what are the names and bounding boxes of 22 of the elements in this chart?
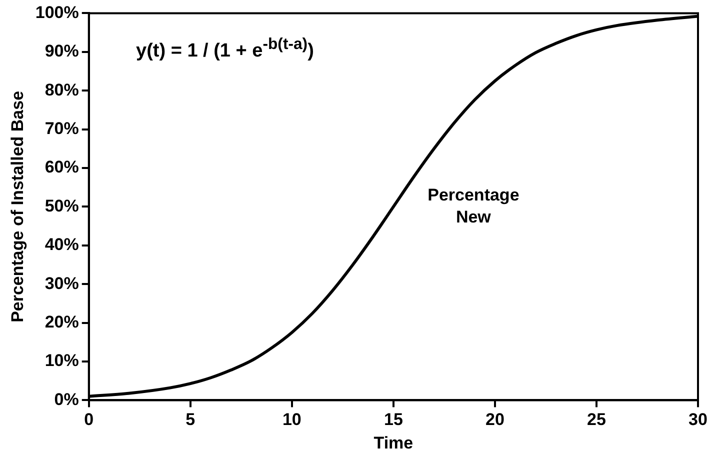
series-label: Percentage New (428, 185, 520, 226)
x-tick-label: 30 (688, 410, 708, 430)
x-tick-label: 0 (84, 410, 94, 430)
y-tick-label: 100% (35, 2, 79, 22)
x-axis-title: Time (374, 433, 414, 452)
x-tick-label: 5 (186, 410, 196, 430)
annotation: y(t) = 1 / (1 + e$^{-b(t-a)}$) (136, 36, 314, 62)
y-tick-label: 60% (44, 158, 79, 177)
x-tick-label: 15 (384, 410, 403, 430)
y-tick-label: 0% (54, 390, 79, 409)
x-tick-label: 10 (282, 410, 302, 430)
y-axis-title: Percentage of Installed Base (8, 90, 27, 322)
y-tick-label: 30% (44, 274, 79, 293)
y-tick-label: 90% (44, 42, 79, 61)
x-tick-label: 20 (486, 410, 504, 430)
y-tick-label: 20% (44, 312, 79, 332)
y-tick-label: 40% (44, 235, 79, 254)
y-tick-label: 70% (44, 118, 79, 138)
y-tick-label: 10% (44, 351, 79, 370)
x-tick-label: 25 (587, 410, 606, 430)
y-tick-label: 50% (44, 196, 79, 216)
y-tick-label: 80% (44, 80, 79, 100)
